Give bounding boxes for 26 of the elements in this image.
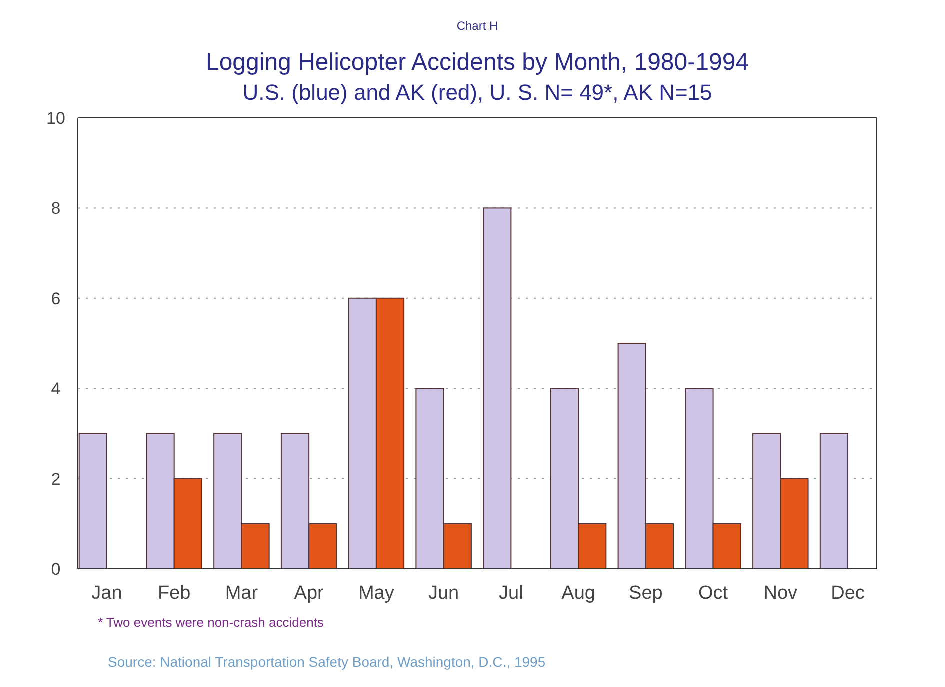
source-note: Source: National Transportation Safety Board, Washington, D.C., 1995	[108, 654, 546, 670]
x-tick-label: Nov	[764, 583, 798, 604]
x-tick-label: Jan	[92, 583, 122, 604]
chart-subtitle: U.S. (blue) and AK (red), U. S. N= 49*, AK N=15	[242, 80, 712, 105]
y-tick-label: 4	[51, 380, 61, 399]
x-tick-label: Apr	[294, 583, 325, 604]
chart-title: Logging Helicopter Accidents by Month, 1980-1994	[206, 49, 750, 76]
y-tick-label: 0	[51, 560, 61, 579]
x-tick-label: Mar	[225, 583, 259, 604]
x-tick-label: Aug	[562, 583, 596, 604]
text: * Two events were non-crash accidents	[98, 615, 324, 630]
y-tick-label: 10	[46, 109, 66, 128]
x-tick-label: Jul	[499, 583, 524, 604]
bar	[820, 433, 849, 570]
x-tick-label: Jun	[428, 583, 460, 604]
x-tick-label: Oct	[698, 583, 729, 604]
bar	[78, 433, 108, 570]
x-tick-label: Sep	[629, 583, 663, 604]
x-tick-label: May	[358, 583, 395, 604]
bar	[483, 208, 512, 570]
x-tick-label: Feb	[158, 583, 191, 604]
y-tick-label: 8	[51, 199, 61, 218]
y-tick-label: 2	[51, 470, 61, 489]
x-tick-label: Dec	[831, 583, 865, 604]
y-tick-label: 6	[51, 289, 61, 308]
text: Chart H	[456, 19, 498, 33]
